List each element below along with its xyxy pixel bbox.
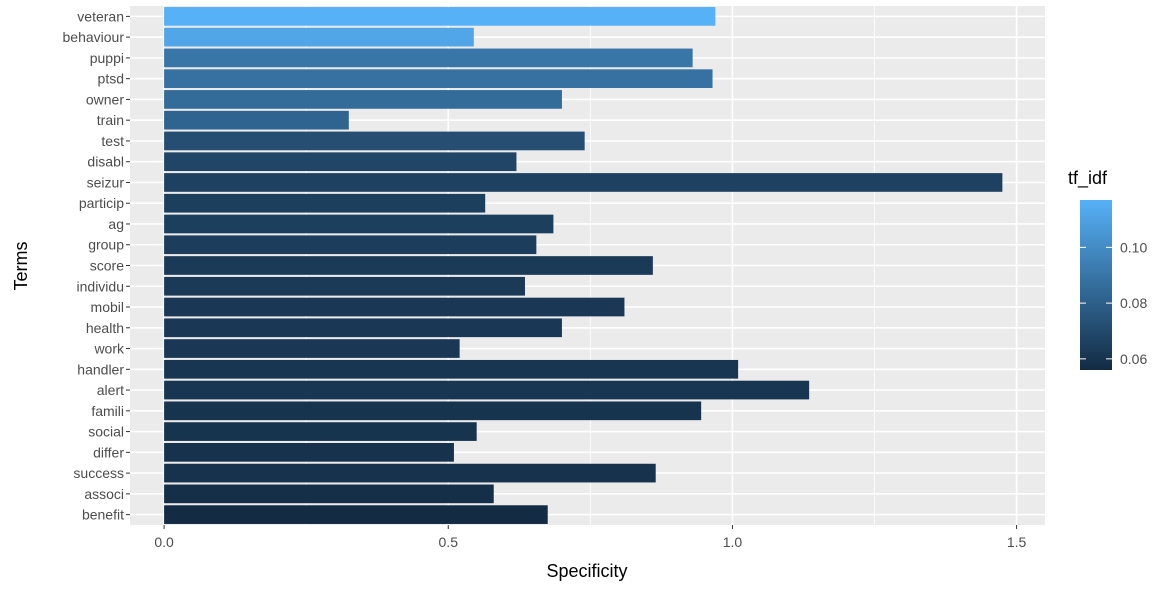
y-tick-label: train (97, 112, 124, 128)
bar-test (164, 131, 585, 151)
bar-disabl (164, 152, 517, 172)
y-tick-label: differ (93, 444, 124, 460)
x-tick-label: 1.5 (1007, 534, 1027, 550)
y-tick-label: handler (77, 361, 124, 377)
bar-group (164, 235, 537, 255)
y-tick-label: work (93, 341, 125, 357)
y-axis-title: Terms (11, 242, 31, 291)
bar-particip (164, 193, 486, 213)
y-tick-label: famili (91, 403, 124, 419)
y-tick-label: owner (86, 91, 124, 107)
legend-colorbar (1080, 200, 1112, 370)
bar-associ (164, 484, 494, 504)
x-tick-label: 0.0 (154, 534, 174, 550)
bar-ptsd (164, 69, 713, 89)
y-tick-label: health (86, 320, 124, 336)
y-tick-label: individu (77, 278, 124, 294)
legend-ticks: 0.06 0.08 0.10 (1080, 239, 1147, 367)
bars (164, 7, 1003, 524)
y-tick-label: test (101, 133, 124, 149)
y-tick-label: alert (97, 382, 124, 398)
bar-individu (164, 276, 525, 296)
legend-tick-label: 0.08 (1120, 295, 1147, 311)
bar-work (164, 339, 460, 358)
bar-train (164, 110, 349, 130)
bar-mobil (164, 297, 625, 317)
bar-behaviour (164, 27, 474, 47)
bar-success (164, 463, 656, 483)
bar-health (164, 318, 562, 338)
y-tick-label: group (88, 237, 124, 253)
legend-tick-label: 0.10 (1120, 239, 1147, 255)
y-tick-label: ptsd (98, 71, 124, 87)
bar-famili (164, 401, 702, 421)
bar-score (164, 256, 653, 275)
y-tick-label: benefit (82, 507, 124, 523)
legend: tf_idf 0.06 0.08 0.10 (1068, 168, 1147, 370)
y-tick-label: behaviour (63, 29, 125, 45)
bar-differ (164, 442, 454, 462)
y-tick-label: veteran (77, 8, 124, 24)
bar-handler (164, 359, 739, 379)
bar-social (164, 422, 477, 441)
y-ticks: veteran behaviour puppi ptsd owner train test d… (63, 8, 130, 523)
bar-alert (164, 380, 810, 400)
y-tick-label: puppi (90, 50, 124, 66)
y-tick-label: particip (79, 195, 124, 211)
bar-benefit (164, 505, 548, 524)
bar-puppi (164, 48, 693, 68)
y-tick-label: seizur (87, 174, 125, 190)
y-tick-label: mobil (91, 299, 124, 315)
y-tick-label: social (88, 424, 124, 440)
bar-owner (164, 90, 562, 109)
legend-title: tf_idf (1068, 168, 1108, 189)
x-tick-label: 0.5 (439, 534, 459, 550)
x-ticks: 0.0 0.5 1.0 1.5 (154, 525, 1027, 550)
y-tick-label: ag (108, 216, 124, 232)
legend-tick-label: 0.06 (1120, 351, 1147, 367)
bar-veteran (164, 7, 716, 26)
x-axis-title: Specificity (546, 561, 627, 581)
bar-seizur (164, 173, 1003, 192)
y-tick-label: disabl (87, 154, 124, 170)
bar-ag (164, 214, 554, 234)
y-tick-label: success (73, 465, 124, 481)
y-tick-label: associ (84, 486, 124, 502)
y-tick-label: score (90, 258, 124, 274)
x-tick-label: 1.0 (723, 534, 743, 550)
